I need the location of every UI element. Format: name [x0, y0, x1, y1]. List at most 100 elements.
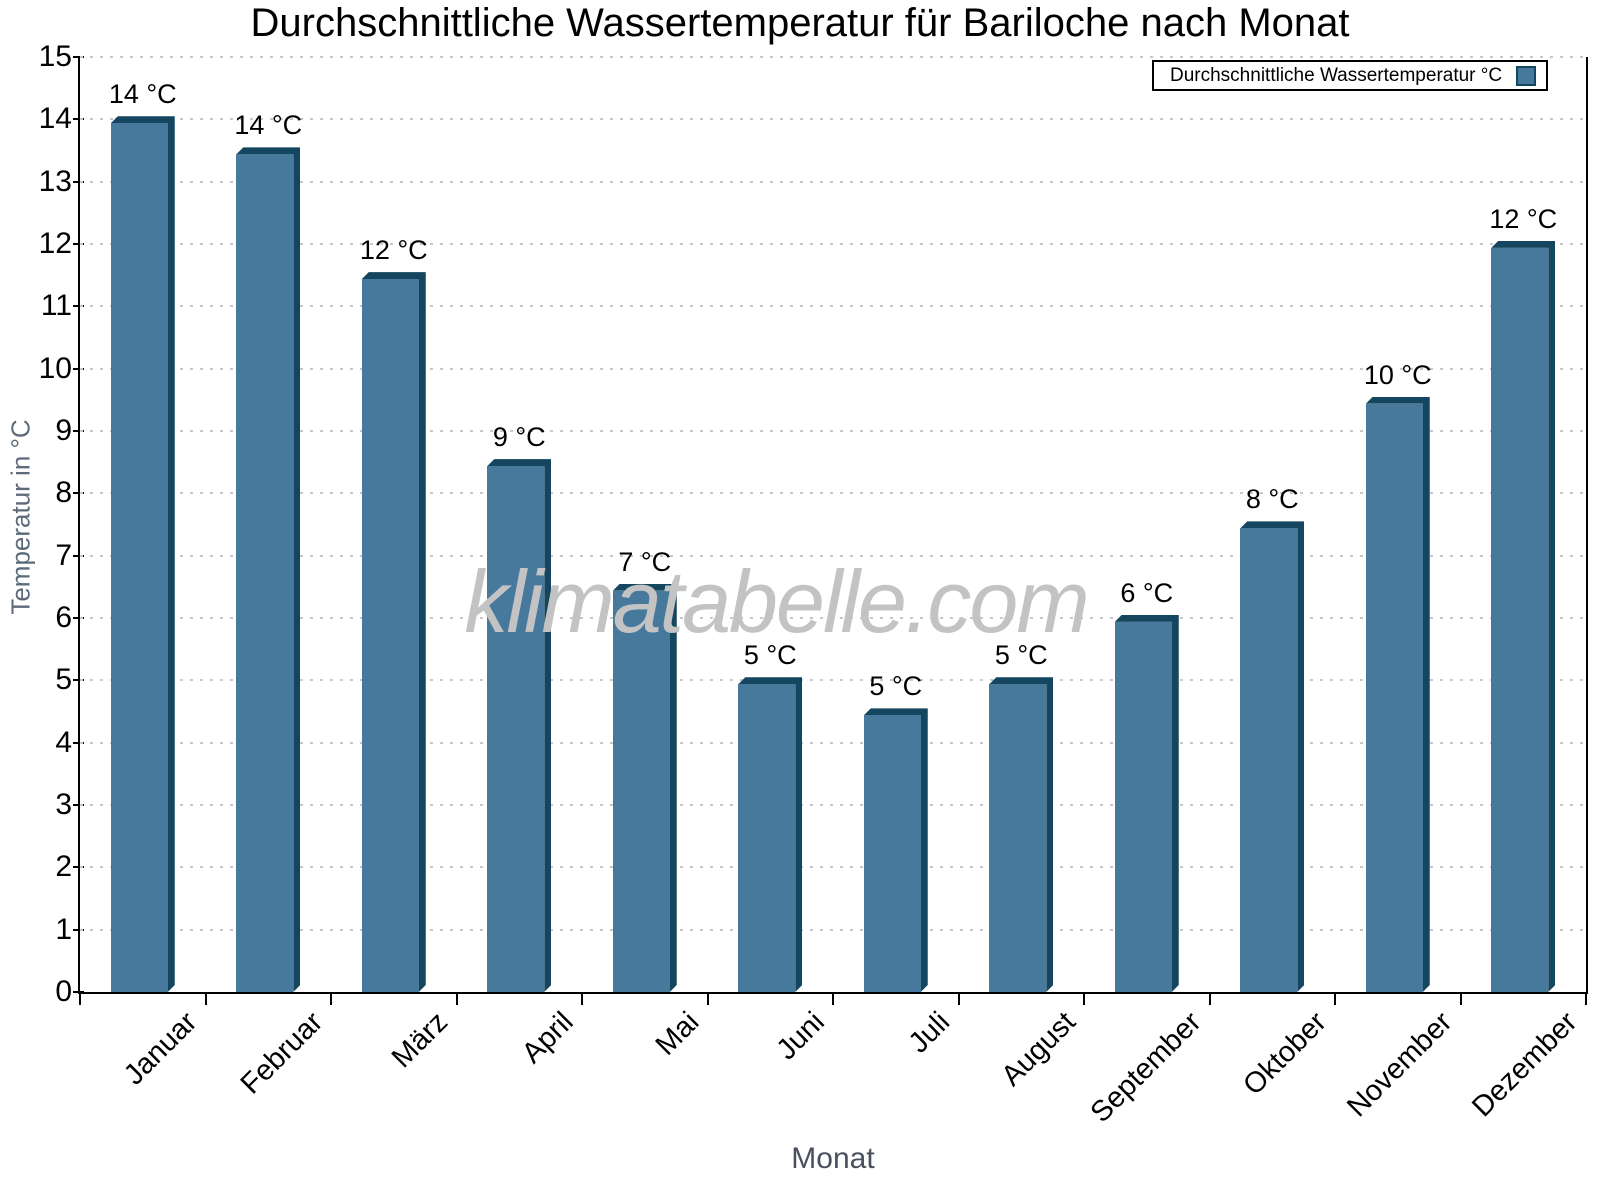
x-tick-label-juni: Juni	[770, 1006, 831, 1067]
y-tick-label: 3	[55, 788, 72, 821]
x-tick-label-oktober: Oktober	[1237, 1006, 1333, 1102]
bar-face	[487, 466, 545, 992]
bar-face	[1365, 403, 1423, 992]
bar-value-label-november: 10 °C	[1363, 359, 1432, 390]
gridline	[80, 305, 1586, 308]
bar-face	[1114, 621, 1172, 992]
bar-face	[738, 684, 796, 992]
x-tick	[1334, 992, 1336, 1005]
bar-value-label-februar: 14 °C	[234, 110, 303, 141]
bar-value-label-april: 9 °C	[492, 422, 546, 453]
y-tick-label: 2	[55, 850, 72, 884]
bar-value-label-juli: 5 °C	[869, 671, 923, 702]
y-tick-label: 12	[38, 227, 72, 260]
gridline	[80, 928, 1586, 931]
gridline	[80, 804, 1586, 806]
x-tick-label-august: August	[995, 1006, 1082, 1093]
gridline	[80, 617, 1586, 619]
legend-label: Durchschnittliche Wassertemperatur °C	[1170, 64, 1503, 86]
y-tick	[73, 679, 84, 682]
gridline	[80, 554, 1586, 557]
y-tick	[73, 617, 84, 619]
x-tick	[1208, 992, 1211, 1005]
y-tick	[73, 804, 84, 806]
x-tick	[957, 992, 960, 1005]
bar-april	[487, 459, 551, 992]
watermark: klimatabelle.com	[464, 552, 1089, 651]
bar-face	[236, 154, 294, 992]
y-tick	[73, 180, 84, 183]
bar-value-label-september: 6 °C	[1120, 577, 1174, 608]
gridline	[80, 118, 1586, 121]
legend: Durchschnittliche Wassertemperatur °C	[1152, 60, 1549, 91]
gridline	[80, 492, 1586, 495]
y-tick-label: 8	[55, 476, 72, 510]
x-tick	[330, 992, 332, 1005]
gridline	[80, 679, 1586, 682]
y-tick	[73, 367, 84, 370]
y-tick	[73, 243, 84, 245]
y-tick	[73, 928, 84, 931]
bar-value-label-oktober: 8 °C	[1245, 484, 1299, 515]
y-axis-title: Temperatur in °C	[5, 419, 36, 615]
x-tick-label-april: April	[516, 1006, 580, 1070]
x-tick-label-september: September	[1084, 1006, 1208, 1129]
gridline	[80, 180, 1586, 183]
gridline	[80, 741, 1586, 744]
bar-mai	[612, 584, 677, 992]
y-tick	[73, 56, 84, 58]
x-tick	[581, 992, 583, 1005]
chart-title: Durchschnittliche Wassertemperatur für B…	[250, 1, 1350, 45]
gridline	[80, 430, 1586, 432]
bar-face	[863, 715, 921, 992]
gridline	[80, 866, 1586, 869]
bar-maerz	[361, 272, 426, 992]
bar-dezember	[1491, 241, 1555, 992]
bar-september	[1114, 615, 1179, 992]
y-tick-label: 1	[55, 912, 72, 946]
gridline	[80, 243, 1586, 245]
bar-face	[989, 684, 1047, 992]
bar-juni	[738, 677, 802, 992]
y-tick-label: 14	[38, 102, 72, 136]
y-tick-label: 9	[55, 414, 72, 447]
y-tick-label: 10	[38, 351, 72, 385]
x-tick	[1459, 992, 1462, 1005]
bar-face	[1491, 247, 1549, 992]
y-tick-label: 11	[40, 289, 72, 323]
legend-swatch-icon	[1516, 65, 1537, 86]
y-tick	[73, 554, 84, 557]
x-tick-label-november: November	[1341, 1006, 1459, 1124]
y-tick-label: 0	[55, 975, 72, 1008]
bar-face	[110, 123, 168, 992]
x-tick-label-januar: Januar	[118, 1006, 204, 1092]
x-tick-label-dezember: Dezember	[1466, 1006, 1584, 1124]
bar-juli	[863, 708, 928, 992]
x-tick	[455, 992, 458, 1005]
x-tick	[1083, 992, 1085, 1005]
bar-face	[612, 590, 670, 992]
bar-value-label-mai: 7 °C	[618, 546, 672, 577]
x-tick	[204, 992, 207, 1005]
bar-value-label-maerz: 12 °C	[359, 235, 428, 266]
bar-november	[1365, 397, 1430, 992]
y-tick-label: 5	[55, 663, 72, 697]
bar-face	[361, 279, 419, 992]
x-tick	[1585, 992, 1587, 1005]
y-tick	[73, 492, 84, 495]
y-tick-label: 4	[55, 725, 72, 759]
plot-area: klimatabelle.com 14 °C 14 °C 12 °C 9 °C 7 °C…	[73, 56, 1588, 1005]
x-tick-label-februar: Februar	[234, 1006, 329, 1101]
y-tick	[73, 118, 84, 121]
bar-value-label-august: 5 °C	[994, 640, 1048, 671]
x-tick-label-juli: Juli	[902, 1006, 957, 1060]
bar-value-label-juni: 5 °C	[743, 640, 797, 671]
bar-oktober	[1240, 521, 1304, 992]
x-tick-label-mai: Mai	[649, 1006, 706, 1062]
bar-face	[1240, 528, 1298, 992]
y-tick	[73, 991, 84, 993]
y-tick-label: 7	[55, 538, 72, 572]
bar-value-label-januar: 14 °C	[108, 79, 177, 110]
x-tick-label-maerz: März	[386, 1006, 455, 1075]
